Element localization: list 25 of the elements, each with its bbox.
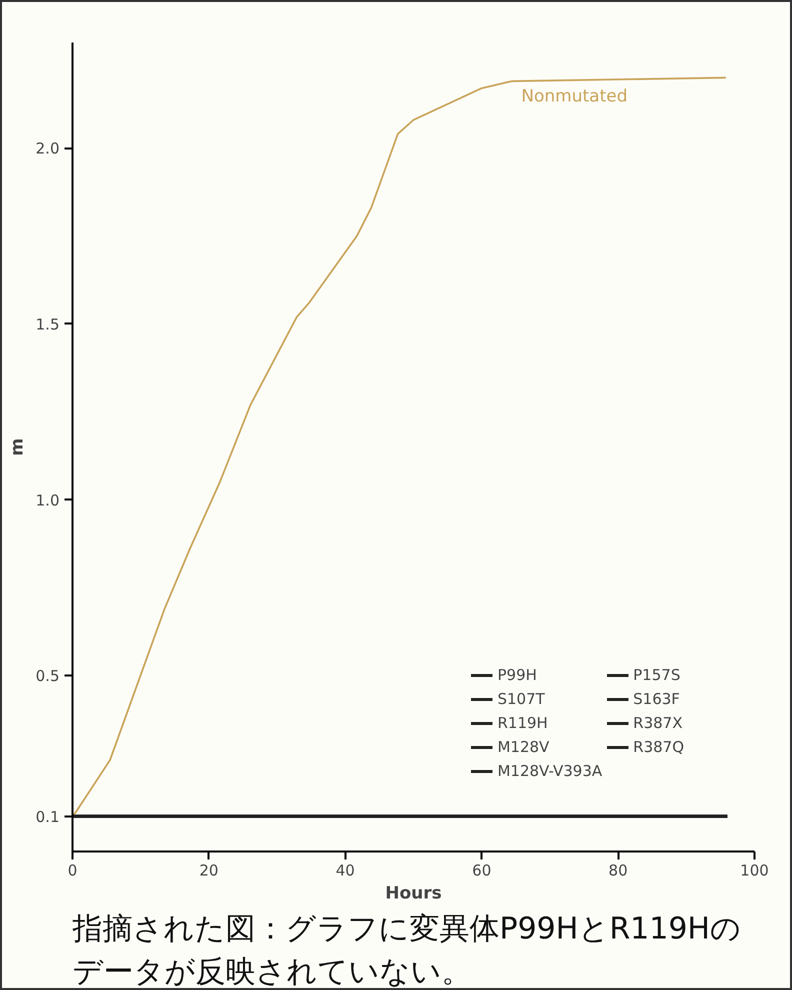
y-axis-title: m <box>8 438 28 456</box>
x-tick-label: 40 <box>336 862 355 880</box>
text: データが反映されていない。 <box>72 954 472 990</box>
x-tick-label: 80 <box>608 862 628 880</box>
legend-label: P157S <box>633 666 680 684</box>
y-tick-label: 0.1 <box>36 808 60 826</box>
legend-label: R387Q <box>633 738 684 756</box>
series-label: Nonmutated <box>521 86 628 106</box>
legend-label: P99H <box>497 666 537 684</box>
legend-label: S163F <box>633 690 680 708</box>
x-tick-label: 100 <box>740 862 769 880</box>
x-tick-label: 60 <box>472 862 492 880</box>
legend-label: R119H <box>497 714 548 732</box>
y-tick-label: 1.5 <box>36 315 60 334</box>
legend-label: M128V-V393A <box>497 762 602 780</box>
x-axis-title: Hours <box>385 884 442 904</box>
y-tick-label: 2.0 <box>36 140 60 158</box>
legend-label: M128V <box>497 738 550 756</box>
legend-label: R387X <box>633 714 682 732</box>
x-tick-label: 20 <box>199 862 218 880</box>
y-tick-label: 0.5 <box>36 667 60 686</box>
y-tick-label: 1.0 <box>36 491 60 510</box>
legend-label: S107T <box>497 690 545 708</box>
text: 指摘された図：グラフに変異体P99HとR119Hの <box>72 912 741 946</box>
x-tick-label: 0 <box>68 862 78 880</box>
